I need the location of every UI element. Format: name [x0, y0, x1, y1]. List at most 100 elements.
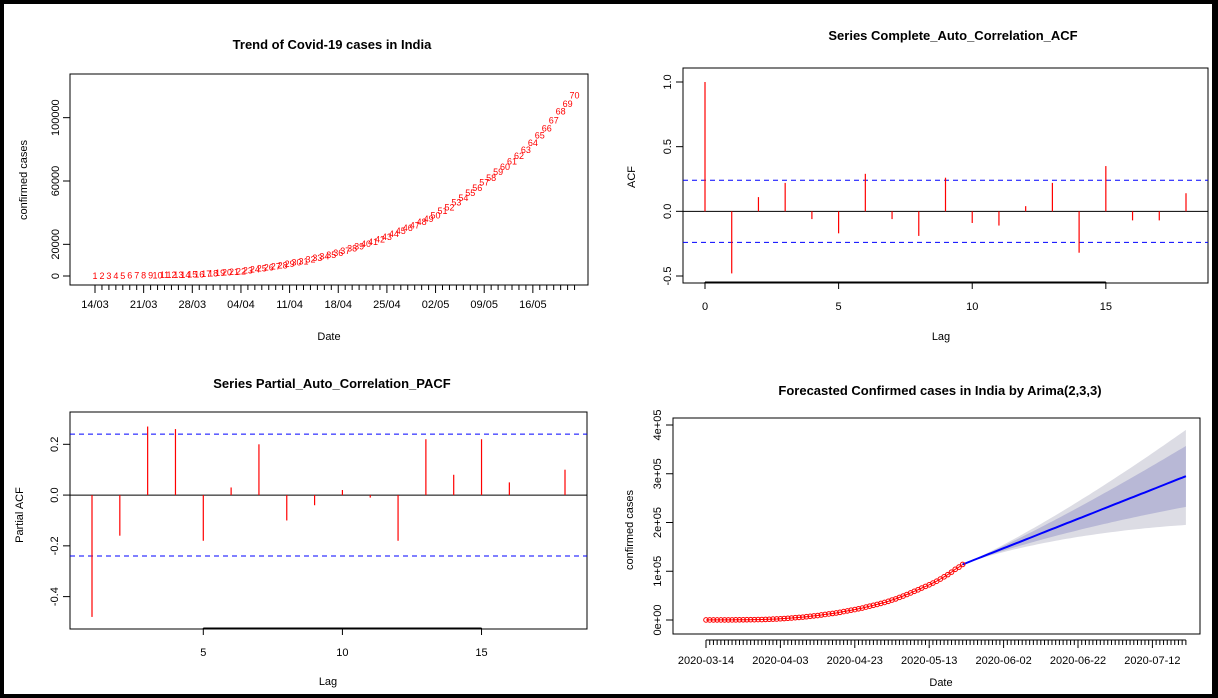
trend-point-label: 37	[340, 246, 350, 256]
trend-point-label: 26	[264, 263, 274, 273]
observed-point	[744, 616, 750, 623]
pacf-y-tick-label: 0.2	[49, 437, 61, 452]
observed-point	[781, 615, 787, 622]
trend-point-label: 6	[127, 271, 132, 281]
observed-point	[770, 616, 776, 622]
pacf-x-tick-label: 15	[475, 647, 487, 659]
observed-point	[881, 599, 888, 606]
forecast-y-tick-label: 0e+00	[652, 605, 664, 636]
acf-y-tick-label: -0.5	[662, 267, 674, 286]
trend-point-label: 15	[187, 270, 197, 280]
trend-x-axis-label: Date	[317, 331, 340, 343]
trend-point-label: 65	[535, 131, 545, 141]
trend-point-label: 22	[236, 266, 246, 276]
observed-point	[714, 617, 720, 623]
trend-title: Trend of Covid-19 cases in India	[233, 37, 432, 52]
trend-point-label: 17	[201, 269, 211, 279]
observed-point	[870, 602, 877, 609]
observed-point	[751, 616, 758, 623]
trend-point-label: 35	[326, 250, 336, 260]
forecast-80-interval-band	[962, 446, 1186, 565]
observed-point	[706, 617, 713, 623]
trend-y-tick-label: 100000	[50, 99, 62, 136]
forecast-panel: Forecasted Confirmed cases in India by A…	[624, 383, 1201, 689]
trend-point-label: 16	[194, 269, 204, 279]
trend-point-label: 58	[486, 173, 496, 183]
trend-point-label: 49	[424, 214, 434, 224]
observed-point	[747, 616, 754, 623]
trend-point-label: 20	[222, 268, 232, 278]
forecast-x-tick-label: 2020-05-13	[901, 655, 957, 667]
trend-point-label: 18	[208, 269, 218, 279]
observed-point	[948, 569, 955, 575]
observed-point	[956, 564, 962, 570]
trend-point-label: 27	[271, 262, 281, 272]
trend-x-tick-label: 09/05	[470, 299, 498, 311]
trend-point-label: 44	[389, 229, 399, 239]
pacf-panel: Series Partial_Auto_Correlation_PACF Lag…	[14, 376, 588, 688]
forecast-x-axis-label: Date	[929, 677, 952, 689]
trend-point-label: 63	[521, 145, 531, 155]
trend-point-label: 42	[375, 235, 385, 245]
observed-point	[785, 615, 791, 622]
trend-point-label: 43	[382, 232, 392, 242]
trend-x-tick-label: 21/03	[130, 299, 158, 311]
trend-point-label: 57	[479, 178, 489, 188]
trend-point-label: 61	[507, 157, 517, 167]
trend-point-label: 23	[243, 265, 253, 275]
trend-point-label: 53	[451, 198, 461, 208]
trend-y-tick-label: 60000	[50, 166, 62, 197]
forecast-y-tick-label: 1e+05	[652, 556, 664, 587]
trend-point-label: 9	[148, 270, 153, 280]
observed-point	[732, 617, 739, 623]
trend-y-axis-label: confirmed cases	[18, 139, 30, 220]
forecast-title: Forecasted Confirmed cases in India by A…	[778, 383, 1101, 398]
trend-point-label: 64	[528, 138, 538, 148]
acf-y-tick-label: 0.5	[662, 139, 674, 154]
observed-point	[762, 616, 769, 623]
forecast-line	[962, 475, 1187, 566]
trend-point-label: 36	[333, 248, 343, 258]
observed-point	[788, 615, 795, 621]
trend-point-label: 56	[472, 183, 482, 193]
observed-point	[811, 613, 817, 619]
trend-point-label: 21	[229, 267, 239, 277]
trend-point-label: 10	[153, 270, 163, 280]
forecast-x-tick-label: 2020-04-23	[827, 655, 883, 667]
trend-panel: Trend of Covid-19 cases in India Date co…	[18, 37, 589, 343]
acf-y-tick-label: 1.0	[662, 74, 674, 89]
observed-point	[863, 604, 869, 610]
observed-point	[721, 617, 728, 623]
trend-point-label: 11	[160, 270, 169, 280]
pacf-x-axis-label: Lag	[319, 676, 337, 688]
trend-x-tick-label: 14/03	[81, 299, 109, 311]
acf-x-tick-label: 5	[836, 301, 842, 313]
trend-x-tick-label: 28/03	[179, 299, 207, 311]
observed-point	[766, 616, 773, 623]
observed-point	[796, 614, 802, 621]
trend-point-label: 32	[305, 255, 315, 265]
observed-point	[837, 609, 843, 616]
observed-point	[874, 601, 880, 608]
trend-point-label: 30	[292, 258, 302, 268]
trend-point-label: 46	[403, 223, 413, 233]
observed-point	[725, 617, 732, 623]
trend-point-label: 67	[549, 116, 559, 126]
forecast-x-tick-label: 2020-07-12	[1124, 655, 1180, 667]
pacf-y-axis-label: Partial ACF	[14, 487, 26, 543]
acf-x-tick-label: 10	[966, 301, 978, 313]
acf-x-tick-label: 0	[702, 301, 708, 313]
acf-x-tick-label: 15	[1100, 301, 1112, 313]
trend-point-label: 8	[141, 271, 146, 281]
trend-point-label: 12	[166, 270, 176, 280]
pacf-y-tick-label: 0.0	[49, 487, 61, 502]
trend-point-label: 4	[113, 271, 118, 281]
trend-point-label: 39	[354, 242, 364, 252]
observed-point	[814, 612, 821, 619]
observed-point	[807, 613, 813, 620]
forecast-x-tick-label: 2020-06-22	[1050, 655, 1106, 667]
trend-y-tick-label: 20000	[50, 229, 62, 260]
trend-point-label: 50	[431, 210, 441, 220]
trend-point-label: 14	[180, 270, 190, 280]
trend-point-label: 51	[437, 206, 447, 216]
